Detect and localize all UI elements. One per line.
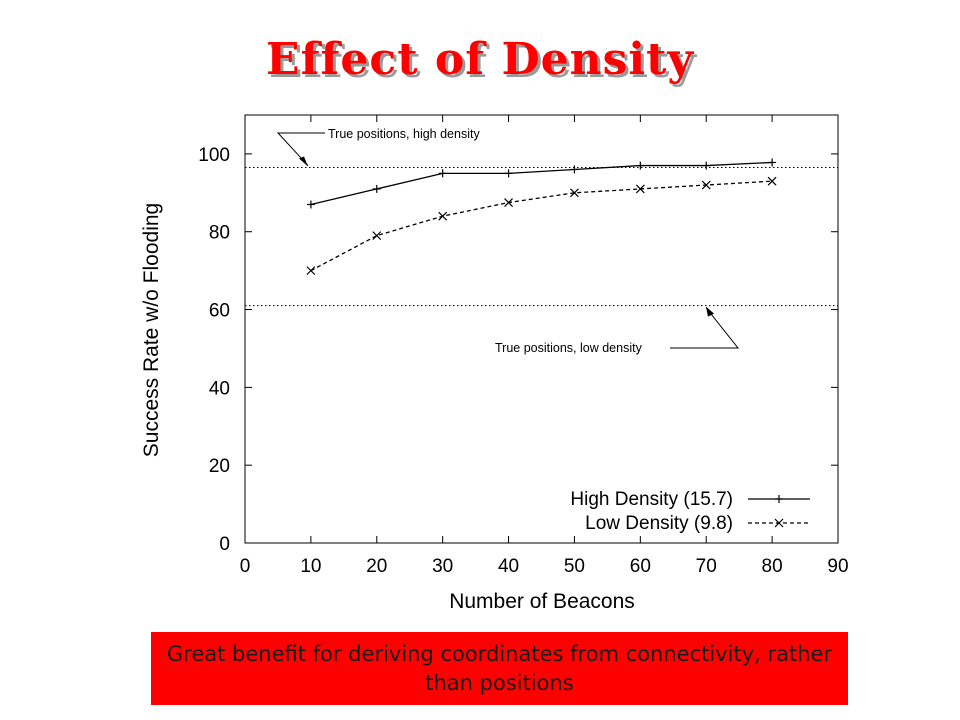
data-point (636, 161, 645, 170)
legend-label: High Density (15.7) (570, 489, 733, 510)
legend: High Density (15.7) Low Density (9.8) (570, 489, 810, 534)
caption-box: Great benefit for deriving coordinates f… (151, 632, 848, 705)
y-tick-label: 20 (209, 456, 230, 477)
reference-lines (245, 167, 838, 307)
annotation-label: True positions, low density (495, 341, 643, 355)
cross-marker-b (372, 231, 382, 241)
x-tick-label: 40 (498, 556, 519, 577)
cross-marker-b (635, 184, 645, 194)
data-point (504, 198, 513, 207)
annotation-arrow (276, 132, 325, 166)
series-2 (306, 176, 777, 276)
data-point (372, 231, 382, 241)
x-tick-label: 60 (630, 556, 651, 577)
y-tick-label: 80 (209, 223, 230, 244)
data-point (702, 161, 711, 170)
cross-marker-b (306, 266, 316, 276)
data-point (438, 211, 448, 221)
cross-marker-b (504, 198, 513, 207)
y-tick-label: 60 (209, 301, 230, 322)
annotation-arrow (670, 307, 740, 349)
x-tick-label: 80 (762, 556, 783, 577)
annotation-arrowhead (299, 156, 308, 167)
data-point (504, 169, 513, 178)
x-tick-label: 50 (564, 556, 585, 577)
data-point (438, 169, 447, 178)
annotation-label: True positions, high density (328, 127, 480, 141)
x-tick-label: 10 (300, 556, 321, 577)
annotations: True positions, high density True positio… (276, 127, 740, 355)
data-point (372, 184, 381, 193)
cross-marker-b (701, 180, 711, 190)
data-point (635, 184, 645, 194)
data-point (768, 158, 777, 167)
series-1 (306, 158, 777, 209)
x-tick-label: 0 (240, 556, 251, 577)
data-point (570, 165, 579, 174)
cross-marker-b (767, 176, 777, 186)
x-tick-label: 20 (366, 556, 387, 577)
x-axis-label: Number of Beacons (449, 590, 635, 613)
axes: 0 10 20 30 40 50 60 70 80 90 0 20 40 60 80 100 (198, 114, 849, 577)
x-tick-label: 90 (827, 556, 848, 577)
y-axis-label: Success Rate w/o Flooding (140, 203, 163, 457)
x-tick-label: 30 (432, 556, 453, 577)
series-layer (306, 158, 777, 276)
cross-marker-b (438, 211, 448, 221)
y-tick-label: 40 (209, 378, 230, 399)
data-point (767, 176, 777, 186)
data-point (701, 180, 711, 190)
x-tick-label: 70 (696, 556, 717, 577)
series-line (310, 161, 773, 206)
data-point (306, 266, 316, 276)
data-point (306, 200, 315, 209)
legend-label: Low Density (9.8) (585, 513, 733, 534)
plot-frame (244, 114, 839, 544)
annotation-arrowhead (706, 306, 714, 317)
y-tick-label: 100 (198, 145, 230, 166)
cross-marker-b (570, 188, 579, 198)
slide-title: Effect of Density (266, 34, 694, 85)
y-tick-label: 0 (219, 534, 230, 555)
series-line (310, 180, 773, 272)
data-point (570, 188, 579, 198)
caption-text: Great benefit for deriving coordinates f… (166, 641, 833, 695)
cross-marker-b (774, 518, 784, 528)
